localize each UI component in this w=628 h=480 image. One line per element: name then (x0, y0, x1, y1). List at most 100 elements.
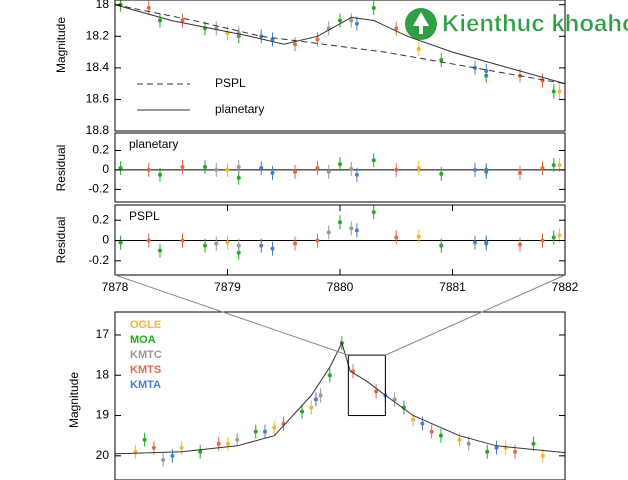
data-point (236, 250, 241, 255)
data-point (513, 449, 517, 454)
data-point (473, 167, 477, 172)
data-point (457, 437, 462, 442)
data-point (203, 243, 207, 248)
data-point (531, 441, 536, 446)
data-point (293, 241, 297, 246)
y-tick-label: 18.4 (86, 60, 110, 74)
legend-label: OGLE (130, 319, 161, 331)
data-point (394, 26, 399, 31)
data-point (236, 243, 241, 248)
data-point (161, 457, 166, 462)
plot-area (115, 0, 565, 99)
data-point (253, 429, 258, 434)
panel-label: planetary (129, 137, 178, 151)
data-point (338, 220, 342, 225)
data-point (158, 172, 162, 177)
data-point (354, 172, 359, 177)
legend-label: planetary (215, 102, 264, 116)
data-point (170, 453, 175, 458)
data-point (315, 37, 320, 42)
data-point (235, 437, 240, 442)
y-tick-label: -0.2 (88, 253, 109, 267)
zoom-connector (385, 274, 566, 356)
zoom-box (347, 354, 386, 417)
x-tick-label: 7880 (327, 280, 354, 294)
data-point (371, 5, 376, 10)
model-curve (115, 4, 565, 85)
data-point (349, 18, 354, 23)
data-point (180, 18, 185, 23)
data-point (225, 240, 230, 245)
legend-label: KMTS (130, 364, 161, 376)
data-point (326, 230, 331, 235)
data-point (484, 241, 489, 246)
data-point (216, 441, 221, 446)
data-point (540, 453, 545, 458)
data-point (392, 397, 397, 402)
model-curve (115, 4, 565, 85)
data-point (309, 405, 314, 410)
y-tick-label: 19 (96, 408, 110, 422)
data-point (315, 238, 320, 243)
data-point (557, 89, 562, 94)
data-point (146, 238, 151, 243)
data-point (318, 393, 323, 398)
data-point (411, 417, 416, 422)
data-point (518, 170, 522, 175)
data-point (540, 238, 545, 243)
data-point (349, 226, 354, 231)
model-curve (115, 341, 565, 455)
data-point (180, 165, 185, 170)
data-point (259, 34, 264, 39)
data-point (338, 162, 342, 167)
data-point (158, 18, 162, 23)
data-point (394, 235, 399, 240)
data-point (540, 165, 545, 170)
x-tick-label: 7882 (552, 280, 579, 294)
plot-area (115, 205, 565, 260)
data-point (214, 167, 219, 172)
plot-area (115, 153, 565, 185)
data-point (473, 240, 477, 245)
x-tick-label: 7879 (214, 280, 241, 294)
data-point (438, 433, 443, 438)
y-tick-label: 17 (96, 327, 110, 341)
data-point (225, 441, 230, 446)
y-tick-label: 0.2 (92, 143, 109, 157)
data-point (484, 169, 489, 174)
data-point (270, 246, 275, 251)
data-point (354, 228, 359, 233)
data-point (494, 445, 499, 450)
y-tick-label: 18.6 (86, 92, 110, 106)
data-point (518, 242, 522, 247)
data-point (420, 421, 425, 426)
y-tick-label: 18.8 (86, 123, 110, 137)
data-point (416, 234, 421, 239)
y-axis-label: Residual (54, 217, 68, 264)
y-tick-label: 18 (96, 0, 110, 11)
legend-label: KMTA (130, 379, 161, 391)
x-tick-label: 7881 (439, 280, 466, 294)
data-point (300, 409, 305, 414)
y-tick-label: 18.2 (86, 28, 110, 42)
data-point (439, 57, 444, 62)
data-point (338, 18, 342, 23)
data-point (429, 429, 434, 434)
data-point (484, 69, 489, 74)
data-point (270, 37, 275, 42)
data-point (394, 167, 399, 172)
zoom-connector (114, 274, 349, 356)
panel-label: PSPL (129, 209, 160, 223)
legend-label: PSPL (215, 76, 246, 90)
data-point (416, 46, 421, 51)
watermark-logo-tree (413, 12, 429, 34)
data-point (349, 166, 354, 171)
y-tick-label: -0.2 (88, 182, 109, 196)
data-point (315, 165, 320, 170)
panel-frame (114, 132, 566, 203)
y-tick-label: 0 (102, 162, 109, 176)
data-point (151, 445, 156, 450)
data-point (485, 449, 490, 454)
data-point (146, 5, 151, 10)
